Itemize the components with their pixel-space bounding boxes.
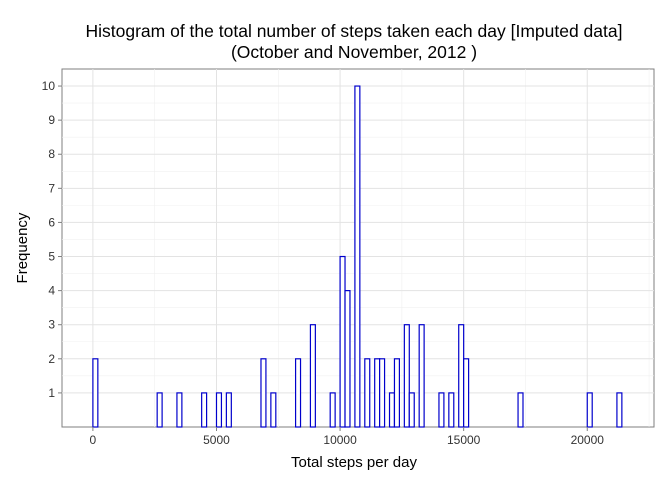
histogram-bar (463, 358, 470, 428)
x-axis-label: Total steps per day (291, 454, 417, 471)
y-tick-label: 9 (48, 113, 55, 127)
x-tick-label: 10000 (323, 433, 357, 447)
y-tick-label: 5 (48, 250, 55, 264)
histogram-bar (364, 358, 371, 428)
histogram-bar (616, 392, 623, 428)
histogram-bar (92, 358, 99, 428)
y-tick-label: 8 (48, 147, 55, 161)
histogram-bar (408, 392, 415, 428)
y-tick-label: 2 (48, 352, 55, 366)
x-axis-ticks: 0 5000 10000 15000 20000 (90, 427, 605, 447)
histogram-bar (586, 392, 593, 428)
histogram-bar (260, 358, 267, 428)
histogram-bar (344, 290, 351, 428)
histogram-bar (156, 392, 163, 428)
histogram-bar (176, 392, 183, 428)
histogram-bar (517, 392, 524, 428)
histogram-bar (270, 392, 277, 428)
histogram-bar (329, 392, 336, 428)
y-tick-label: 10 (42, 79, 56, 93)
histogram-bar (448, 392, 455, 428)
histogram-bar (339, 255, 346, 428)
histogram-bar (438, 392, 445, 428)
y-tick-label: 6 (48, 215, 55, 229)
y-tick-label: 1 (48, 386, 55, 400)
histogram-bar (309, 324, 316, 428)
chart-subtitle-line: (October and November, 2012 ) (230, 42, 478, 62)
histogram-bars (92, 85, 623, 428)
chart-title-line: Histogram of the total number of steps t… (85, 21, 623, 41)
histogram-bar (418, 324, 425, 428)
histogram-bar (458, 324, 465, 428)
x-tick-label: 20000 (571, 433, 605, 447)
histogram-bar (201, 392, 208, 428)
x-tick-label: 15000 (447, 433, 481, 447)
histogram-bar (403, 324, 410, 428)
histogram-bar (354, 85, 361, 428)
histogram-bar (374, 358, 381, 428)
histogram-bar (225, 392, 232, 428)
chart-title: Histogram of the total number of steps t… (34, 21, 672, 63)
x-tick-label: 5000 (203, 433, 230, 447)
y-axis-label: Frequency (14, 212, 31, 283)
histogram-bar (215, 392, 223, 428)
histogram-bar (388, 392, 396, 428)
histogram-bar (379, 358, 386, 428)
y-tick-label: 4 (48, 284, 55, 298)
y-tick-label: 7 (48, 181, 55, 195)
histogram-bar (294, 358, 302, 428)
y-tick-label: 3 (48, 318, 55, 332)
x-tick-label: 0 (90, 433, 97, 447)
y-axis-ticks: 1 2 3 4 5 6 7 8 9 10 (42, 79, 62, 400)
histogram-bar (393, 358, 401, 428)
